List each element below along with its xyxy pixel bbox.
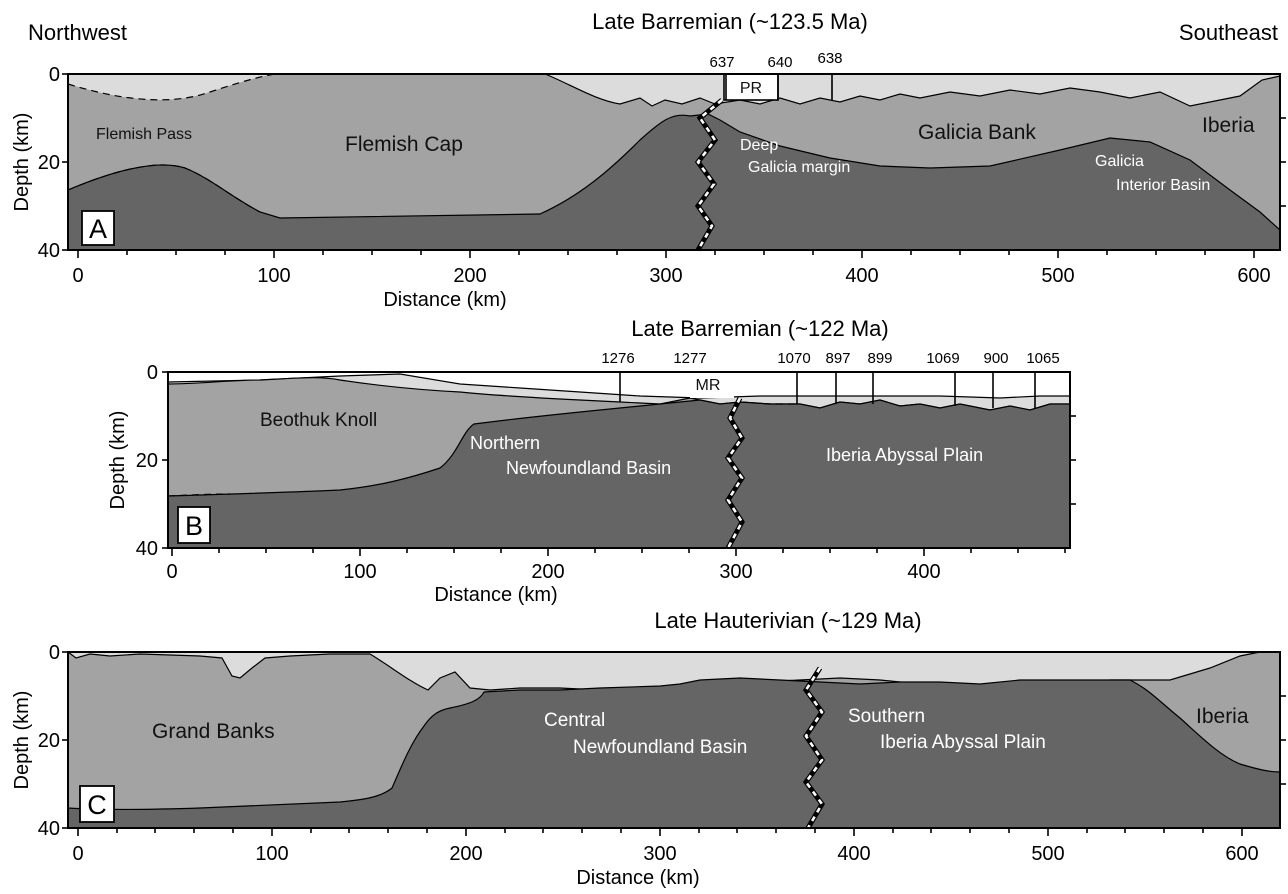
panel-b-xlabel: Distance (km) (434, 584, 557, 606)
panel-a-ytick-0: 0 (49, 64, 60, 86)
panel-a-flemish-pass-basin (68, 74, 275, 100)
panel-b-label-newfoundland-basin: Newfoundland Basin (506, 458, 671, 478)
panel-c-label-southern: Southern (848, 706, 925, 727)
panel-a-xtick-600: 600 (1237, 265, 1270, 287)
panel-a-label-flemish-cap: Flemish Cap (345, 133, 463, 156)
panel-c-letter: C (87, 790, 107, 820)
panel-a-axis-ticks (62, 73, 1286, 258)
panel-a-xtick-500: 500 (1041, 265, 1074, 287)
panel-a-label-flemish-pass: Flemish Pass (96, 126, 192, 143)
panel-c-ytick-20: 20 (38, 730, 60, 752)
panel-c-title: Late Hauterivian (~129 Ma) (654, 608, 921, 633)
panel-a-label-galicia: Galicia (1095, 153, 1144, 170)
panel-a-letter-box (81, 210, 115, 246)
panel-c-letter-box (79, 785, 115, 823)
panel-b-label-beothuk-knoll: Beothuk Knoll (260, 410, 377, 431)
panel-c-xtick-200: 200 (449, 843, 482, 865)
panel-b-site-1069: 1069 (926, 350, 959, 367)
panel-b-ridge-label: MR (696, 377, 721, 394)
panel-c-label-grand-banks: Grand Banks (152, 720, 275, 743)
panel-b-boundary (726, 397, 744, 549)
panel-c-ylabel: Depth (km) (11, 691, 33, 790)
panel-b-ytick-40: 40 (136, 538, 158, 560)
panel-b-ytick-20: 20 (136, 450, 158, 472)
panel-c-label-newfoundland-basin: Newfoundland Basin (573, 737, 747, 758)
panel-a-xtick-0: 0 (72, 265, 83, 287)
panel-a: Late Barremian (~123.5 Ma) 637 640 638 P… (11, 9, 1286, 311)
panel-b-site-897: 897 (825, 350, 850, 367)
panel-c-label-iberia-abyssal-plain: Iberia Abyssal Plain (880, 732, 1046, 753)
panel-b-xtick-400: 400 (907, 561, 940, 583)
panel-c-label-central: Central (544, 710, 605, 731)
panel-a-label-galicia-margin: Galicia margin (748, 159, 850, 176)
panel-c-xtick-300: 300 (643, 843, 676, 865)
panel-a-ylabel: Depth (km) (11, 113, 33, 212)
panel-a-xtick-100: 100 (257, 265, 290, 287)
panel-c-xtick-600: 600 (1225, 843, 1258, 865)
panel-b-xtick-200: 200 (531, 561, 564, 583)
panel-b-dashed-right (739, 401, 800, 405)
panel-b-xtick-100: 100 (343, 561, 376, 583)
panel-b-xtick-300: 300 (719, 561, 752, 583)
panel-a-label-galicia-bank: Galicia Bank (918, 121, 1036, 144)
panel-b-site-900: 900 (983, 350, 1008, 367)
panel-a-ytick-40: 40 (38, 240, 60, 262)
panel-c-axis-ticks (62, 651, 1286, 836)
panel-a-site-638: 638 (817, 50, 842, 67)
panel-a-ridge-label: PR (740, 80, 762, 97)
panel-a-label-deep: Deep (740, 137, 778, 154)
panel-b-letter-box (177, 506, 211, 544)
panel-c-xtick-500: 500 (1031, 843, 1064, 865)
panel-b-title: Late Barremian (~122 Ma) (631, 316, 888, 341)
panel-a-letter: A (89, 214, 107, 244)
panel-a-xtick-300: 300 (649, 265, 682, 287)
panel-b-xtick-0: 0 (166, 561, 177, 583)
panel-b-site-1277: 1277 (673, 350, 706, 367)
panel-b-site-899: 899 (867, 350, 892, 367)
panel-b-letter: B (185, 511, 203, 541)
panel-a-site-640: 640 (767, 54, 792, 71)
panel-c-label-iberia: Iberia (1196, 705, 1249, 728)
direction-southeast: Southeast (1179, 20, 1278, 45)
panel-b-site-1276: 1276 (601, 350, 634, 367)
panel-b-site-1065: 1065 (1026, 350, 1059, 367)
panel-a-label-interior-basin: Interior Basin (1116, 177, 1210, 194)
panel-a-xtick-400: 400 (845, 265, 878, 287)
panel-a-xlabel: Distance (km) (383, 289, 506, 311)
panel-c-xlabel: Distance (km) (576, 867, 699, 889)
panel-c: Late Hauterivian (~129 Ma) Grand Banks C… (11, 608, 1286, 889)
panel-b-drill-box (690, 372, 734, 398)
panel-b: Late Barremian (~122 Ma) 1276 1277 1070 … (107, 316, 1076, 606)
panel-b-site-1070: 1070 (777, 350, 810, 367)
panel-c-ytick-0: 0 (49, 642, 60, 664)
panel-b-label-northern: Northern (470, 433, 540, 453)
panel-b-axis-ticks (162, 371, 1076, 556)
panel-b-dashed-left (167, 493, 231, 497)
panel-b-ytick-0: 0 (147, 362, 158, 384)
panel-a-site-637: 637 (709, 54, 734, 71)
panel-b-site-lines (619, 372, 1036, 408)
panel-a-ytick-20: 20 (38, 152, 60, 174)
panel-b-ylabel: Depth (km) (107, 411, 129, 510)
panel-a-boundary (696, 98, 723, 251)
panel-c-xtick-0: 0 (72, 843, 83, 865)
panel-c-mantle (67, 677, 1281, 829)
direction-northwest: Northwest (28, 20, 127, 45)
panel-b-label-iberia-abyssal-plain: Iberia Abyssal Plain (826, 445, 983, 465)
panel-b-mantle (167, 399, 1071, 549)
panel-c-ytick-40: 40 (38, 818, 60, 840)
panel-c-boundary (804, 667, 824, 829)
panel-a-xtick-200: 200 (453, 265, 486, 287)
panel-c-xtick-400: 400 (837, 843, 870, 865)
panel-a-mantle-dashed (67, 164, 261, 213)
panel-a-label-iberia: Iberia (1202, 114, 1255, 137)
panel-a-flemish-pass-dashed (67, 73, 276, 101)
panel-c-xtick-100: 100 (255, 843, 288, 865)
panel-a-title: Late Barremian (~123.5 Ma) (592, 9, 868, 34)
